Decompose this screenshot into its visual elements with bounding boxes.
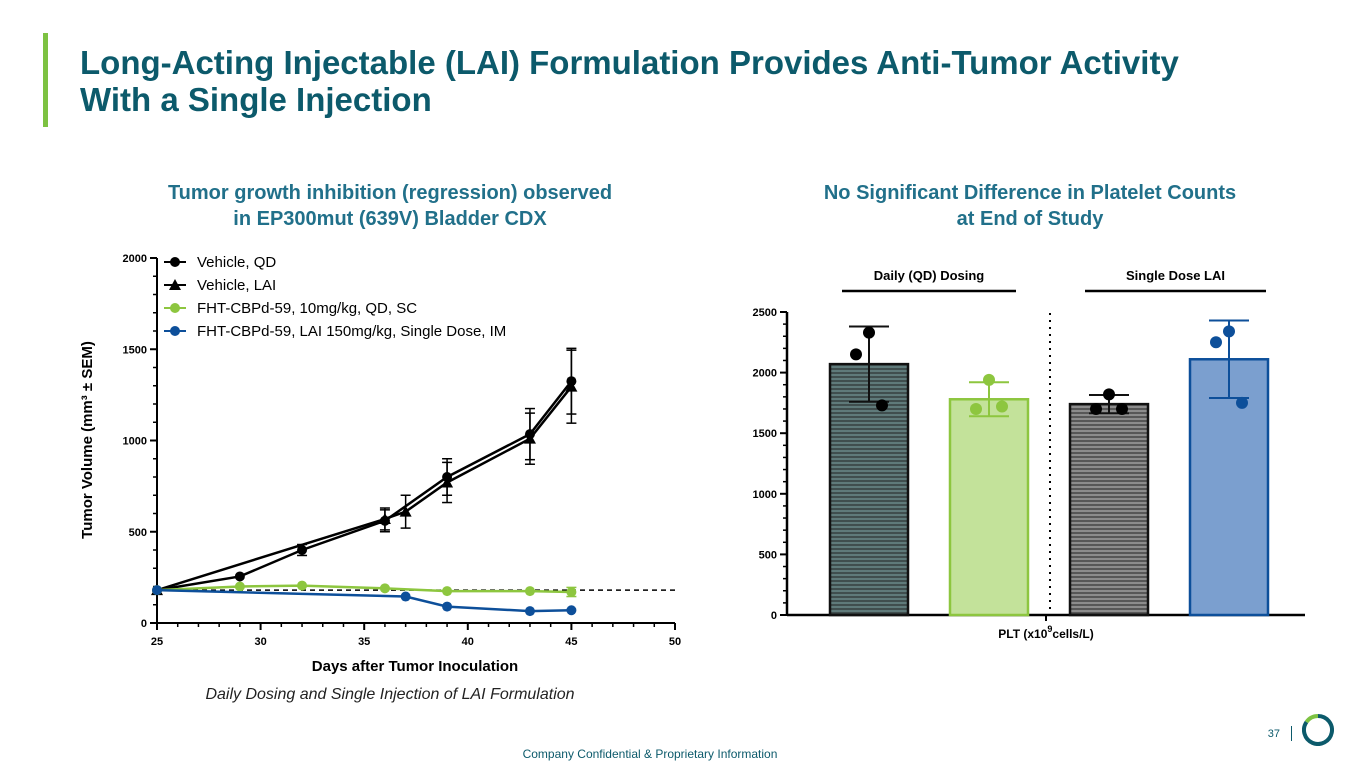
confidentiality-footer: Company Confidential & Proprietary Infor… — [522, 747, 778, 761]
tumor-data-point — [234, 581, 245, 592]
tumor-y-axis-label: Tumor Volume (mm³ ± SEM) — [79, 341, 96, 539]
plt-bar — [1068, 402, 1150, 617]
plt-bar — [1188, 358, 1270, 617]
tumor-chart-subtitle-line1: Tumor growth inhibition (regression) obs… — [167, 182, 613, 204]
plt-x-axis-label: PLT (x109cells/L) — [998, 624, 1094, 641]
tumor-x-tick-label: 45 — [565, 636, 577, 648]
legend-marker — [170, 326, 180, 336]
tumor-data-point — [566, 605, 577, 616]
page-number-divider — [1291, 726, 1292, 741]
tumor-data-point — [379, 583, 390, 594]
page-number: 37 — [1267, 728, 1280, 740]
tumor-data-point — [297, 545, 308, 555]
tumor-series-line — [156, 385, 573, 592]
plt-x-axis-label-suffix: cells/L) — [1052, 627, 1093, 641]
legend-marker — [169, 279, 181, 290]
circular-ring-logo-icon — [1302, 714, 1334, 746]
tumor-data-point — [378, 512, 391, 524]
plt-data-point — [1223, 325, 1235, 338]
legend-marker — [170, 257, 180, 267]
plt-bar — [828, 362, 910, 617]
title-accent-bar — [43, 33, 48, 127]
tumor-data-point — [442, 586, 453, 597]
tumor-data-point — [524, 606, 535, 617]
tumor-x-tick-label: 25 — [151, 636, 163, 648]
slide-title-line2: With a Single Injection — [80, 81, 432, 118]
legend-label: FHT-CBPd-59, 10mg/kg, QD, SC — [197, 300, 417, 317]
legend-label: FHT-CBPd-59, LAI 150mg/kg, Single Dose, … — [197, 323, 506, 340]
tumor-series-line — [156, 380, 573, 592]
platelet-chart-subtitle-line1: No Significant Difference in Platelet Co… — [823, 182, 1237, 204]
tumor-x-axis-label: Days after Tumor Inoculation — [312, 658, 518, 675]
slide-title: Long-Acting Injectable (LAI) Formulation… — [80, 44, 1280, 118]
plt-bar — [948, 398, 1030, 617]
legend-label: Vehicle, QD — [197, 254, 276, 271]
tumor-data-point — [523, 432, 536, 444]
plt-x-axis-label-prefix: PLT (x10 — [998, 627, 1047, 641]
plt-y-tick-label: 2000 — [753, 368, 777, 380]
tumor-x-tick-label: 40 — [462, 636, 474, 648]
legend-marker — [170, 303, 180, 313]
plt-data-point — [996, 400, 1008, 413]
plt-y-tick-label: 2500 — [753, 307, 777, 319]
legend-label: Vehicle, LAI — [197, 277, 276, 294]
plt-y-tick-label: 1000 — [753, 489, 777, 501]
plt-data-point — [1090, 402, 1102, 415]
tumor-data-point — [234, 571, 245, 582]
tumor-data-point — [399, 505, 412, 517]
tumor-data-point — [441, 476, 454, 488]
tumor-y-tick-label: 1000 — [123, 436, 147, 448]
plt-data-point — [1210, 336, 1222, 349]
tumor-series-line — [156, 588, 572, 613]
plt-group-label: Daily (QD) Dosing — [874, 268, 985, 283]
tumor-data-point — [565, 380, 578, 392]
plt-y-tick-label: 1500 — [753, 428, 777, 440]
tumor-chart-subtitle: Tumor growth inhibition (regression) obs… — [100, 180, 680, 232]
tumor-x-tick-label: 35 — [358, 636, 370, 648]
platelet-chart-subtitle: No Significant Difference in Platelet Co… — [760, 180, 1300, 232]
plt-data-point — [863, 326, 875, 339]
plt-data-point — [850, 348, 862, 361]
tumor-y-tick-label: 500 — [129, 527, 147, 539]
plt-y-tick-label: 500 — [759, 549, 777, 561]
platelet-chart-subtitle-line2: at End of Study — [956, 208, 1104, 230]
plt-data-point — [983, 373, 995, 386]
plt-data-point — [1103, 388, 1115, 401]
tumor-x-tick-label: 50 — [669, 636, 681, 648]
tumor-data-point — [442, 601, 453, 612]
tumor-y-tick-label: 0 — [141, 618, 147, 630]
tumor-chart-subtitle-line2: in EP300mut (639V) Bladder CDX — [233, 208, 547, 230]
tumor-data-point — [400, 591, 411, 602]
plt-y-tick-label: 0 — [771, 610, 777, 622]
plt-data-point — [876, 399, 888, 412]
tumor-chart-caption: Daily Dosing and Single Injection of LAI… — [205, 686, 575, 703]
plt-data-point — [1236, 396, 1248, 409]
tumor-x-tick-label: 30 — [254, 636, 266, 648]
plt-data-point — [970, 402, 982, 415]
plt-data-point — [1116, 402, 1128, 415]
tumor-y-tick-label: 2000 — [123, 253, 147, 265]
plt-x-axis-label-superscript: 9 — [1047, 624, 1052, 634]
slide-title-line1: Long-Acting Injectable (LAI) Formulation… — [80, 44, 1179, 81]
tumor-data-point — [524, 586, 535, 597]
tumor-data-point — [152, 585, 162, 596]
tumor-data-point — [566, 586, 577, 597]
tumor-y-tick-label: 1500 — [123, 344, 147, 356]
plt-group-label: Single Dose LAI — [1126, 268, 1225, 283]
tumor-data-point — [297, 580, 308, 591]
